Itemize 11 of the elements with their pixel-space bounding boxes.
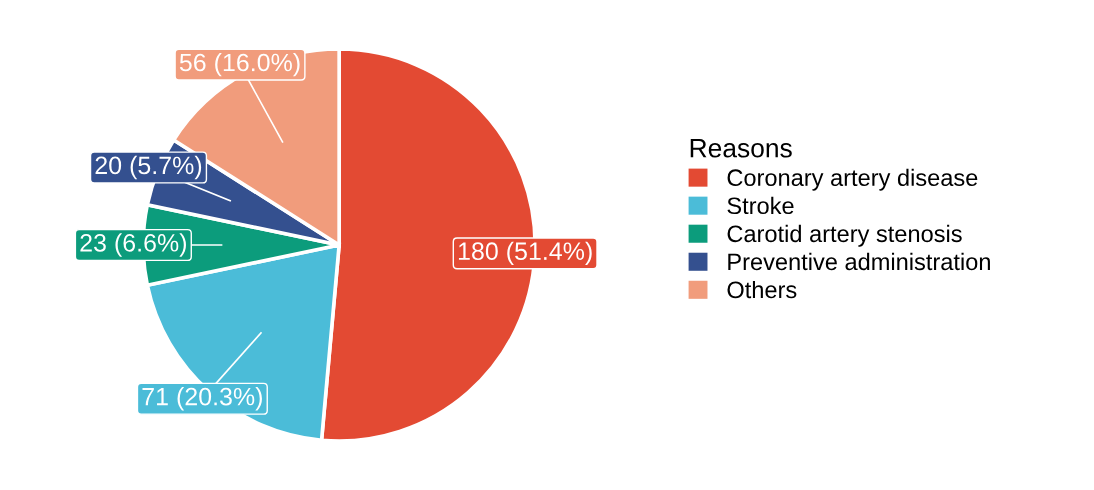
legend-title: Reasons [690,139,792,158]
data-label: 71 (20.3%) [142,387,262,411]
legend-label: Coronary artery disease [727,168,978,191]
legend-label: Carotid artery stenosis [727,224,962,247]
data-label: 180 (51.4%) [458,241,592,265]
legend-label: Stroke [727,196,794,215]
legend-label: Preventive administration [728,252,990,271]
legend-label: Others [727,280,797,299]
data-label: 20 (5.7%) [95,155,202,180]
data-label: 23 (6.6%) [80,233,186,257]
data-label: 56 (16.0%) [179,53,300,77]
